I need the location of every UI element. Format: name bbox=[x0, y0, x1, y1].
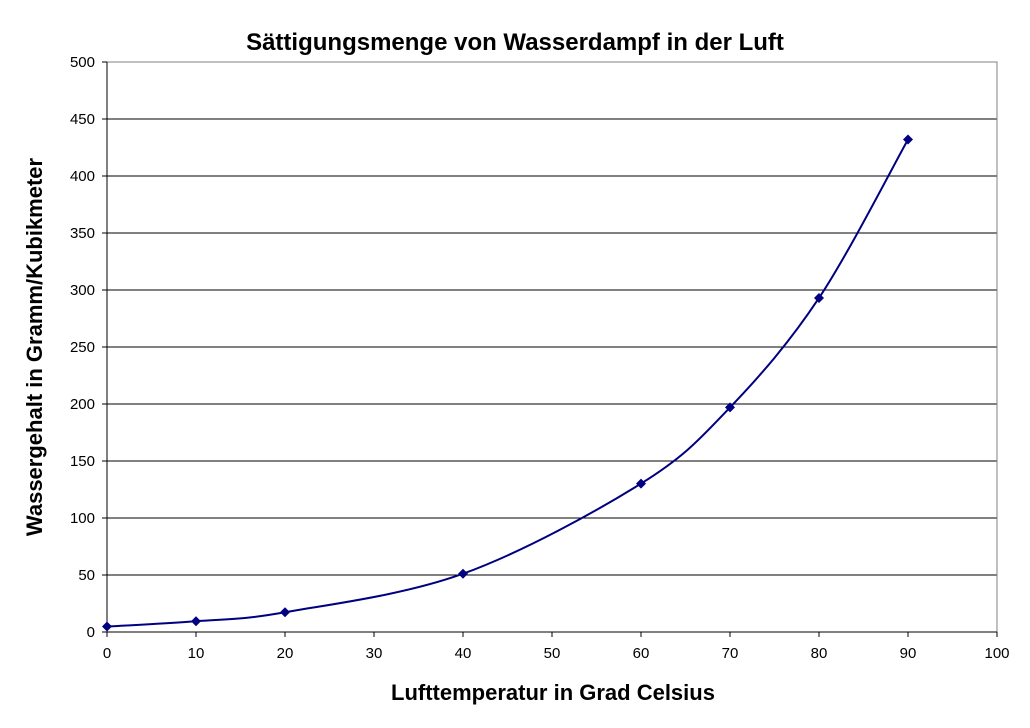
x-tick-label: 0 bbox=[103, 645, 111, 662]
y-tick-label: 350 bbox=[70, 225, 95, 242]
y-tick-label: 100 bbox=[70, 510, 95, 527]
x-tick-label: 10 bbox=[188, 645, 205, 662]
axes bbox=[102, 61, 998, 637]
data-point-marker bbox=[191, 616, 201, 627]
tick-labels: 0 50 100 150 200 250 300 350 400 450 500 0 10 20 30 40 5… bbox=[70, 54, 1010, 662]
x-tick-label: 80 bbox=[811, 645, 828, 662]
data-point-marker bbox=[814, 292, 824, 303]
y-tick-label: 0 bbox=[87, 624, 95, 641]
data-point-marker bbox=[102, 621, 112, 632]
x-tick-label: 90 bbox=[900, 645, 917, 662]
y-tick-label: 50 bbox=[78, 567, 95, 584]
data-point-marker bbox=[458, 568, 468, 579]
y-tick-label: 450 bbox=[70, 111, 95, 128]
x-tick-label: 70 bbox=[722, 645, 739, 662]
y-tick-label: 500 bbox=[70, 54, 95, 71]
x-tick-label: 20 bbox=[277, 645, 294, 662]
y-tick-label: 400 bbox=[70, 168, 95, 185]
series-layer bbox=[102, 134, 913, 632]
x-tick-label: 30 bbox=[366, 645, 383, 662]
y-tick-label: 200 bbox=[70, 396, 95, 413]
data-point-marker bbox=[636, 478, 646, 489]
data-point-marker bbox=[280, 607, 290, 618]
y-axis-label: Wassergehalt in Gramm/Kubikmeter bbox=[22, 157, 47, 536]
data-point-marker bbox=[903, 134, 913, 145]
y-tick-label: 150 bbox=[70, 453, 95, 470]
chart-title: Sättigungsmenge von Wasserdampf in der L… bbox=[246, 29, 784, 56]
x-tick-label: 100 bbox=[984, 645, 1009, 662]
x-tick-label: 50 bbox=[544, 645, 561, 662]
data-point-marker bbox=[725, 402, 735, 413]
x-tick-label: 40 bbox=[455, 645, 472, 662]
y-tick-label: 300 bbox=[70, 282, 95, 299]
y-tick-label: 250 bbox=[70, 339, 95, 356]
x-axis-label: Lufttemperatur in Grad Celsius bbox=[391, 680, 715, 705]
x-tick-label: 60 bbox=[633, 645, 650, 662]
